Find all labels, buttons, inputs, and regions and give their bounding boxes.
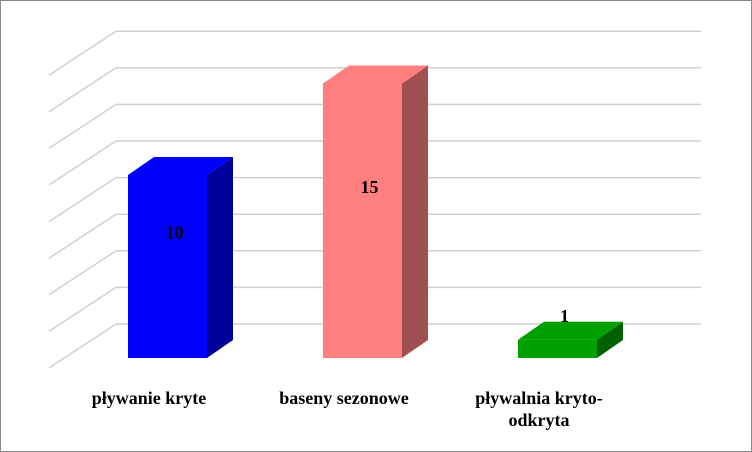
bar-front	[518, 339, 597, 358]
bar-front	[323, 83, 402, 358]
grid-line-side	[48, 213, 117, 259]
grid-line-side	[48, 30, 117, 76]
bar	[323, 65, 428, 358]
data-label: 1	[560, 306, 569, 326]
grid-line-side	[48, 176, 117, 223]
bar-side	[402, 65, 428, 358]
data-label: 10	[166, 223, 184, 243]
grid-line-side	[48, 103, 117, 150]
x-tick-label: baseny sezonowe	[279, 388, 409, 408]
bar	[518, 321, 623, 358]
bar-side	[207, 157, 233, 358]
grid-line-side	[48, 140, 117, 186]
data-label: 15	[361, 177, 379, 197]
bar-top	[128, 157, 233, 175]
grid-line-side	[48, 250, 117, 296]
x-tick-label: pływanie kryte	[91, 388, 207, 408]
grid-line-side	[48, 286, 117, 333]
x-tick-label: pływalnia kryto- odkryta	[475, 388, 603, 430]
bar	[128, 157, 233, 358]
bar-side	[597, 321, 623, 358]
grid-line-side	[48, 323, 117, 369]
bar-top	[518, 321, 623, 340]
bar-top	[323, 65, 428, 84]
bar-front	[128, 175, 207, 358]
grid-line-side	[48, 67, 117, 113]
